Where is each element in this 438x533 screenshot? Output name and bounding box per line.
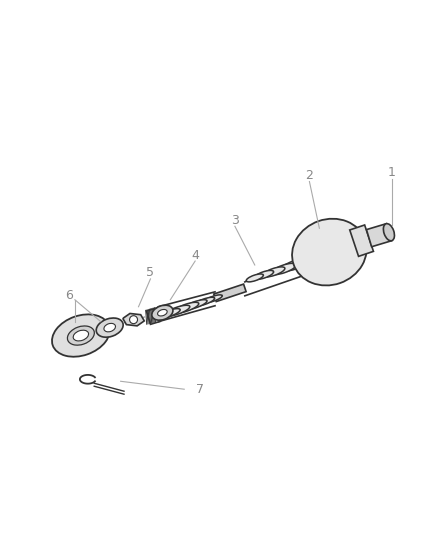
- Text: 1: 1: [387, 166, 395, 179]
- Ellipse shape: [104, 324, 115, 332]
- Ellipse shape: [152, 305, 173, 320]
- Ellipse shape: [246, 274, 263, 282]
- Ellipse shape: [164, 305, 189, 316]
- Text: 3: 3: [230, 214, 238, 227]
- Ellipse shape: [262, 267, 284, 277]
- Text: 6: 6: [65, 289, 73, 302]
- Ellipse shape: [203, 295, 222, 303]
- Ellipse shape: [157, 310, 167, 316]
- Text: 2: 2: [305, 169, 313, 182]
- Ellipse shape: [291, 219, 366, 286]
- Ellipse shape: [52, 314, 110, 357]
- Ellipse shape: [289, 254, 322, 268]
- Polygon shape: [349, 225, 373, 256]
- Ellipse shape: [279, 259, 308, 271]
- Ellipse shape: [382, 224, 394, 241]
- Ellipse shape: [173, 302, 198, 313]
- Text: 4: 4: [191, 248, 199, 262]
- Ellipse shape: [183, 300, 207, 310]
- Ellipse shape: [156, 309, 180, 319]
- Ellipse shape: [270, 263, 296, 274]
- Ellipse shape: [193, 297, 214, 306]
- Polygon shape: [123, 313, 144, 326]
- Polygon shape: [366, 224, 391, 247]
- Ellipse shape: [67, 326, 94, 345]
- Text: 7: 7: [196, 383, 204, 395]
- Ellipse shape: [253, 270, 273, 279]
- Polygon shape: [213, 284, 246, 302]
- Ellipse shape: [73, 330, 88, 341]
- Ellipse shape: [129, 316, 137, 324]
- Polygon shape: [146, 308, 160, 325]
- Ellipse shape: [96, 318, 123, 337]
- Text: 5: 5: [146, 266, 154, 279]
